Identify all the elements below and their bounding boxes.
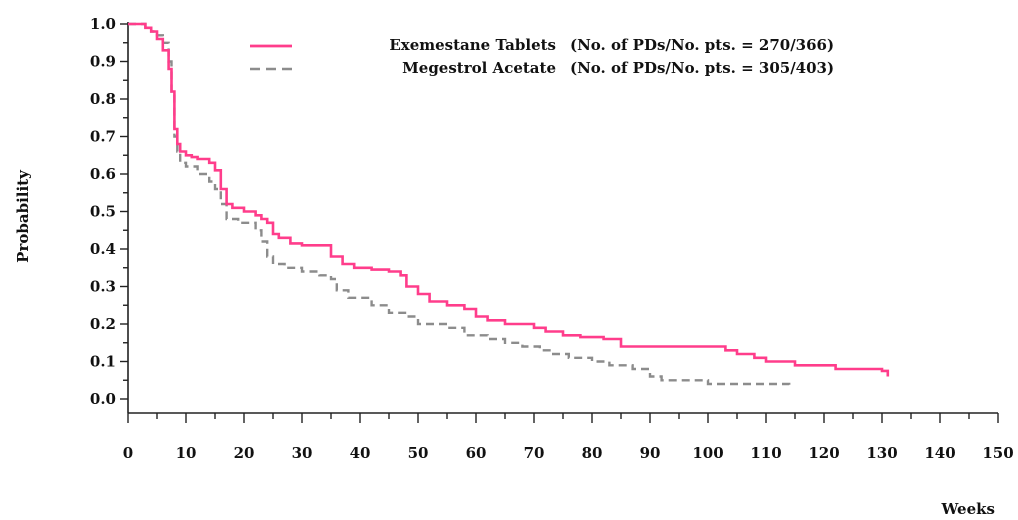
series-line-exemestane: [128, 22, 890, 377]
y-tick-label: 0.4: [90, 240, 116, 258]
y-ticks: 0.0 0.1 0.2 0.3 0.4 0.5 0.6 0.7 0.8 0.9 1.0: [90, 15, 128, 408]
x-tick-label: 140: [924, 444, 955, 462]
y-tick-label: 0.3: [90, 278, 116, 296]
y-tick-label: 0.2: [90, 315, 116, 333]
y-tick-label: 0.5: [90, 203, 116, 221]
legend-detail-megestrol: (No. of PDs/No. pts. = 305/403): [570, 59, 834, 77]
x-tick-label: 50: [408, 444, 429, 462]
series-line-megestrol: [128, 22, 791, 388]
x-tick-label: 130: [866, 444, 897, 462]
legend-name-exemestane: Exemestane Tablets: [389, 36, 556, 54]
y-tick-label: 0.0: [90, 390, 116, 408]
x-ticks: 0 10 20 30 40 50 60 70 80 90 100 110 120 130 140 150: [123, 413, 1014, 462]
x-tick-label: 30: [292, 444, 313, 462]
x-tick-label: 10: [176, 444, 197, 462]
x-tick-label: 90: [640, 444, 661, 462]
legend-detail-exemestane: (No. of PDs/No. pts. = 270/366): [570, 36, 834, 54]
y-tick-label: 0.6: [90, 165, 116, 183]
x-tick-label: 70: [524, 444, 545, 462]
x-tick-label: 60: [466, 444, 487, 462]
x-tick-label: 100: [692, 444, 723, 462]
x-tick-label: 0: [123, 444, 133, 462]
x-tick-label: 120: [808, 444, 839, 462]
y-tick-label: 1.0: [90, 15, 116, 33]
x-tick-label: 80: [582, 444, 603, 462]
axes: [127, 22, 998, 414]
x-tick-label: 20: [234, 444, 255, 462]
legend-name-megestrol: Megestrol Acetate: [402, 59, 556, 77]
x-axis-label: Weeks: [940, 500, 995, 518]
y-axis-label: Probability: [14, 169, 32, 263]
x-tick-label: 150: [982, 444, 1013, 462]
legend: Exemestane Tablets (No. of PDs/No. pts. …: [250, 36, 834, 77]
y-tick-label: 0.7: [90, 128, 116, 146]
y-tick-label: 0.1: [90, 353, 116, 371]
series-layer: [128, 22, 890, 388]
x-tick-label: 110: [750, 444, 781, 462]
y-tick-label: 0.8: [90, 90, 116, 108]
y-tick-label: 0.9: [90, 53, 116, 71]
x-tick-label: 40: [350, 444, 371, 462]
